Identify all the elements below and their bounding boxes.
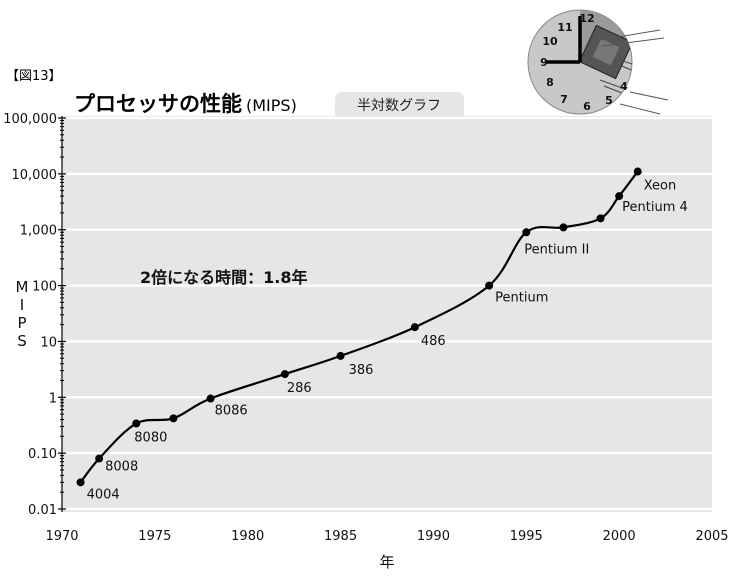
- x-tick-label: 1990: [417, 529, 450, 544]
- clock-number: 12: [579, 12, 594, 25]
- data-point: [633, 167, 642, 176]
- tab-background: [335, 92, 464, 116]
- clock-number: 10: [542, 35, 558, 48]
- clock-number: 8: [546, 76, 554, 89]
- point-label: Pentium 4: [622, 200, 688, 215]
- y-tick-label: 10,000: [12, 168, 58, 183]
- clock-number: 7: [560, 93, 568, 106]
- plot-area: [62, 116, 712, 512]
- y-tick-label: 0.01: [28, 503, 57, 518]
- point-labels: 4004 8008 8080 8086 286 386 486 Pentium Pentium …: [87, 179, 688, 503]
- clock-number: 11: [557, 21, 572, 34]
- y-tick-label: 100,000: [3, 112, 57, 127]
- chart-title-unit: (MIPS): [246, 96, 297, 115]
- data-point: [410, 323, 419, 332]
- data-point: [132, 419, 141, 428]
- data-point: [336, 351, 345, 360]
- figure-label: 【図13】: [6, 69, 62, 84]
- x-tick-label: 1995: [510, 529, 543, 544]
- clock-number: 6: [583, 100, 591, 113]
- point-label: Pentium: [495, 291, 548, 306]
- grid: [62, 116, 712, 511]
- x-tick-label: 2005: [695, 529, 728, 544]
- point-label: 486: [421, 334, 446, 349]
- clock-number: 5: [605, 94, 613, 107]
- data-points: [76, 167, 642, 487]
- y-tick-label: 10: [40, 335, 57, 350]
- point-label: 4004: [87, 487, 120, 502]
- data-point: [280, 370, 289, 379]
- data-point: [559, 223, 568, 232]
- data-point: [485, 281, 494, 290]
- y-tick-label: 1: [49, 391, 57, 406]
- x-tick-label: 1970: [45, 529, 78, 544]
- point-label: 8008: [105, 460, 138, 475]
- y-tick-label: 0.10: [28, 447, 57, 462]
- data-point: [76, 478, 85, 487]
- data-point: [169, 414, 178, 423]
- data-point: [206, 394, 215, 403]
- chart-title: プロセッサの性能 (MIPS): [74, 92, 297, 116]
- data-point: [615, 192, 624, 201]
- point-label: Pentium II: [524, 242, 589, 257]
- data-point: [95, 454, 104, 463]
- point-label: 8086: [215, 404, 248, 419]
- chip-icon: [578, 24, 632, 105]
- y-axis: 0.01 0.10 1 10 100 1,000 10,000 100,000: [3, 112, 66, 518]
- clock-number: 9: [540, 56, 548, 69]
- clock-number: 4: [620, 80, 628, 93]
- y-tick-label: 100: [32, 280, 57, 295]
- tab-label: 半対数グラフ: [357, 98, 441, 114]
- point-label: 8080: [134, 430, 167, 445]
- point-label: 386: [349, 363, 374, 378]
- y-tick-label: 1,000: [20, 224, 57, 239]
- x-tick-label: 2000: [603, 529, 636, 544]
- chart-title-main: プロセッサの性能: [74, 92, 242, 116]
- x-tick-label: 1980: [231, 529, 264, 544]
- point-label: 286: [287, 381, 312, 396]
- x-axis-title: 年: [379, 553, 394, 571]
- doubling-time-annotation: 2倍になる時間：1.8年: [140, 268, 307, 287]
- data-point: [596, 214, 605, 223]
- series-line: [79, 170, 639, 483]
- x-axis: 1970 1975 1980 1985 1990 1995 2000 2005: [45, 529, 728, 544]
- data-point: [522, 228, 531, 237]
- point-label: Xeon: [644, 179, 677, 194]
- x-tick-label: 1975: [138, 529, 171, 544]
- x-tick-label: 1985: [324, 529, 357, 544]
